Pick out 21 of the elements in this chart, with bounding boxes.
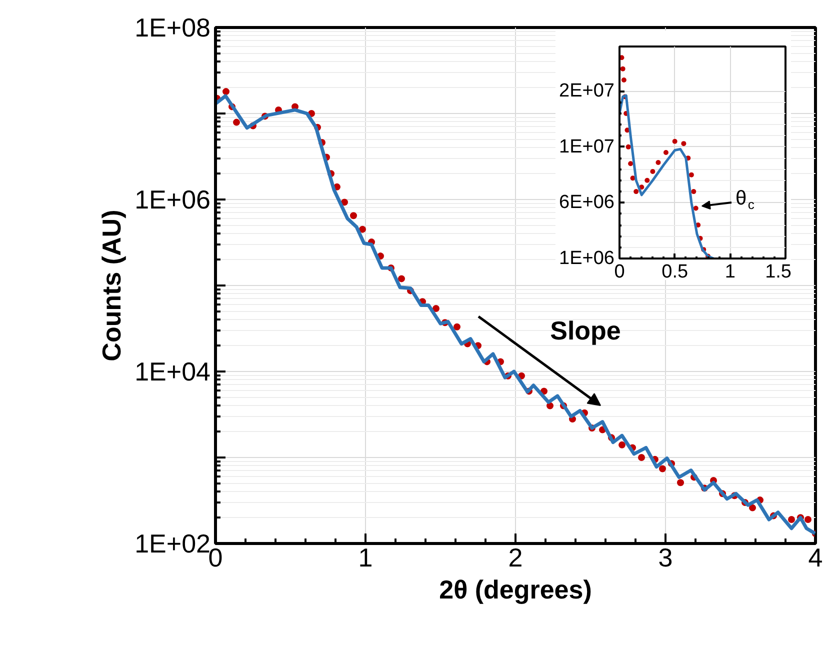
- x-tick-label: 3: [658, 542, 673, 572]
- y-tick-label: 1E+08: [134, 12, 210, 42]
- annotation: Slope: [550, 316, 621, 346]
- x-tick-label: 0.5: [662, 262, 688, 282]
- y-tick-label: 1E+04: [134, 356, 210, 386]
- x-tick-label: 2: [508, 542, 523, 572]
- x-tick-label: 1.5: [765, 262, 792, 282]
- y-axis-title: Counts (AU): [96, 210, 127, 362]
- y-tick-label: 1E+07: [559, 136, 615, 158]
- x-tick-label: 0: [208, 542, 223, 572]
- y-tick-label: 2E+07: [559, 80, 615, 102]
- x-tick-label: 1: [724, 262, 736, 282]
- y-tick-label: 1E+02: [134, 528, 210, 558]
- x-tick-label: 0: [614, 262, 625, 282]
- x-tick-label: 1: [358, 542, 373, 572]
- line-series: [620, 94, 715, 258]
- x-tick-label: 4: [808, 542, 823, 572]
- y-tick-label: 6E+06: [559, 192, 615, 214]
- y-tick-label: 1E+06: [559, 248, 615, 269]
- x-axis-title: 2θ (degrees): [439, 574, 592, 604]
- y-tick-label: 1E+06: [134, 184, 210, 214]
